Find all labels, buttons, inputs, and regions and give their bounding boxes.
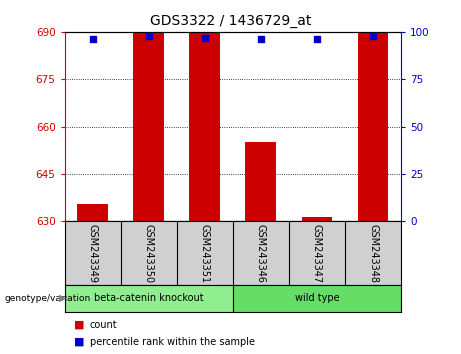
Text: GSM243348: GSM243348 — [368, 224, 378, 284]
Point — [369, 33, 377, 39]
Bar — [65, 285, 233, 312]
Bar — [77, 204, 108, 221]
Text: count: count — [90, 320, 118, 330]
Text: beta-catenin knockout: beta-catenin knockout — [94, 293, 203, 303]
Point — [201, 35, 208, 40]
Text: percentile rank within the sample: percentile rank within the sample — [90, 337, 255, 347]
Bar — [189, 33, 220, 221]
Bar — [233, 285, 401, 312]
Text: GSM243351: GSM243351 — [200, 224, 210, 284]
Bar — [245, 142, 276, 221]
Point — [257, 36, 265, 42]
Bar — [301, 217, 332, 221]
Text: GSM243346: GSM243346 — [256, 224, 266, 284]
Text: GSM243349: GSM243349 — [88, 224, 98, 284]
Point — [145, 33, 152, 39]
Bar — [358, 33, 389, 221]
Text: ■: ■ — [74, 337, 84, 347]
Text: genotype/variation: genotype/variation — [5, 294, 91, 303]
Text: GDS3322 / 1436729_at: GDS3322 / 1436729_at — [150, 14, 311, 28]
Text: ■: ■ — [74, 320, 84, 330]
Text: GSM243350: GSM243350 — [144, 224, 154, 284]
Text: ▶: ▶ — [59, 293, 66, 303]
Text: wild type: wild type — [295, 293, 339, 303]
Point — [89, 36, 96, 42]
Bar — [133, 32, 164, 221]
Text: GSM243347: GSM243347 — [312, 224, 322, 284]
Point — [313, 36, 321, 42]
